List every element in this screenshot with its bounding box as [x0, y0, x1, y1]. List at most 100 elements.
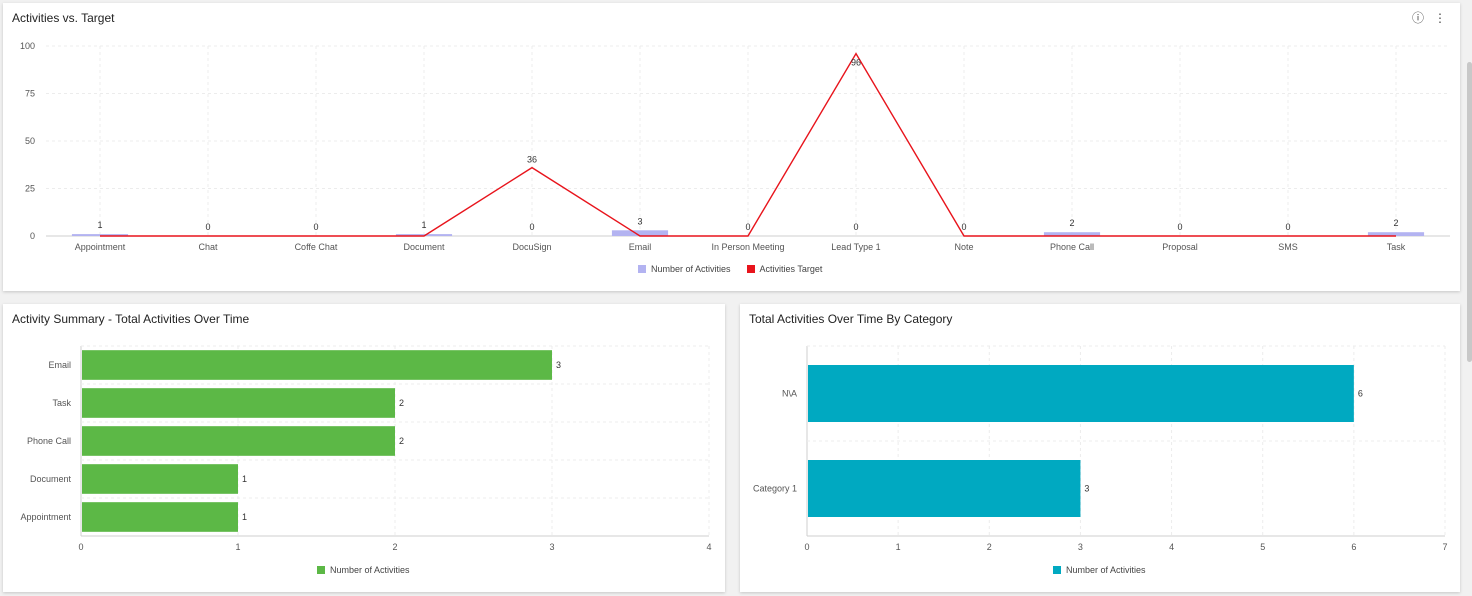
x-tick-label: 4: [1169, 542, 1174, 552]
bar-label: 1: [242, 512, 247, 522]
bar: [808, 460, 1081, 517]
more-vertical-icon[interactable]: ⋮: [1434, 11, 1446, 25]
x-tick-label: Coffe Chat: [295, 242, 338, 252]
x-tick-label: Note: [954, 242, 973, 252]
chart-legend: Number of Activities: [1053, 565, 1146, 575]
bar: [808, 365, 1354, 422]
chart-legend: Number of Activities Activities Target: [638, 264, 822, 274]
x-tick-label: 0: [804, 542, 809, 552]
activity-summary-card: Activity Summary - Total Activities Over…: [3, 304, 725, 592]
activity-bar: [1043, 232, 1101, 236]
activity-bar-label: 0: [1285, 222, 1290, 232]
x-tick-label: 4: [706, 542, 711, 552]
legend-item-activities[interactable]: Number of Activities: [638, 264, 731, 274]
chart-legend: Number of Activities: [317, 565, 410, 575]
y-tick-label: 0: [30, 231, 35, 241]
x-tick-label: 2: [392, 542, 397, 552]
bar-label: 3: [556, 360, 561, 370]
activity-bar-label: 0: [853, 222, 858, 232]
chart-title: Total Activities Over Time By Category: [749, 312, 953, 326]
x-tick-label: Appointment: [75, 242, 126, 252]
x-tick-label: 3: [1078, 542, 1083, 552]
y-tick-label: 25: [25, 184, 35, 194]
activities-by-category-card: Total Activities Over Time By Category 0…: [740, 304, 1460, 592]
bar-label: 2: [399, 398, 404, 408]
legend-swatch-activities: [638, 265, 646, 273]
y-tick-label: Document: [30, 474, 72, 484]
activity-bar-label: 0: [1177, 222, 1182, 232]
target-line: [100, 52, 1396, 237]
activity-bar-label: 0: [205, 222, 210, 232]
y-tick-label: 50: [25, 136, 35, 146]
activity-bar-label: 0: [313, 222, 318, 232]
y-tick-label: Task: [52, 398, 71, 408]
page-scrollbar[interactable]: [1467, 62, 1472, 362]
info-icon[interactable]: ⓘ: [1411, 11, 1424, 25]
bar: [82, 464, 238, 494]
y-tick-label: Appointment: [20, 512, 71, 522]
x-tick-label: 3: [549, 542, 554, 552]
x-tick-label: SMS: [1278, 242, 1298, 252]
bar-label: 1: [242, 474, 247, 484]
bar: [82, 388, 395, 418]
bar: [82, 502, 238, 532]
chart-title: Activity Summary - Total Activities Over…: [12, 312, 250, 326]
activity-bar-label: 1: [97, 220, 102, 230]
target-point-label: 96: [851, 58, 861, 68]
legend-swatch-activities: [1053, 566, 1061, 574]
x-tick-label: 7: [1442, 542, 1447, 552]
x-tick-label: 5: [1260, 542, 1265, 552]
bar-label: 3: [1084, 484, 1089, 494]
bar-label: 6: [1358, 389, 1363, 399]
activities-by-category-chart: 0 1 2 3 4 5 6 7 N\A 6 Category 1 3: [753, 345, 1448, 552]
legend-swatch-target: [746, 265, 755, 273]
activity-bar: [395, 234, 453, 236]
x-tick-label: Lead Type 1: [831, 242, 880, 252]
activity-bar: [1367, 232, 1425, 236]
x-tick-label: Phone Call: [1050, 242, 1094, 252]
activity-bar: [611, 230, 669, 236]
activity-summary-chart: 0 1 2 3 4 Email 3 Task 2 Phone Call 2 Document 1 Appo…: [20, 345, 712, 552]
activity-bar-label: 0: [529, 222, 534, 232]
x-tick-label: Chat: [198, 242, 218, 252]
legend-label-target: Activities Target: [759, 264, 823, 274]
bar: [82, 350, 552, 380]
legend-item-activities[interactable]: Number of Activities: [317, 565, 410, 575]
activity-bar-label: 1: [421, 220, 426, 230]
chart-title: Activities vs. Target: [12, 11, 115, 25]
y-tick-label: 100: [20, 41, 35, 51]
bar: [82, 426, 395, 456]
x-tick-label: 1: [896, 542, 901, 552]
y-tick-label: N\A: [782, 389, 797, 399]
legend-item-activities[interactable]: Number of Activities: [1053, 565, 1146, 575]
x-tick-label: Task: [1387, 242, 1406, 252]
x-tick-label: In Person Meeting: [711, 242, 784, 252]
activity-bar-label: 3: [637, 216, 642, 226]
legend-label-activities: Number of Activities: [330, 565, 410, 575]
activity-bar-label: 2: [1069, 218, 1074, 228]
activity-bar-label: 2: [1393, 218, 1398, 228]
bar-label: 2: [399, 436, 404, 446]
y-tick-label: Phone Call: [27, 436, 71, 446]
y-tick-label: 75: [25, 89, 35, 99]
legend-swatch-activities: [317, 566, 325, 574]
x-tick-label: 0: [78, 542, 83, 552]
x-tick-label: 6: [1351, 542, 1356, 552]
y-tick-label: Email: [48, 360, 71, 370]
legend-label-activities: Number of Activities: [1066, 565, 1146, 575]
target-point-label: 36: [527, 155, 537, 165]
x-tick-label: 1: [235, 542, 240, 552]
activity-bar-label: 0: [745, 222, 750, 232]
x-tick-label: Email: [629, 242, 652, 252]
x-tick-label: Proposal: [1162, 242, 1198, 252]
x-tick-label: 2: [987, 542, 992, 552]
legend-item-target[interactable]: Activities Target: [746, 264, 823, 274]
activity-bar: [71, 234, 129, 236]
y-tick-label: Category 1: [753, 484, 797, 494]
activity-bar-label: 0: [961, 222, 966, 232]
card-actions: ⓘ ⋮: [1412, 11, 1446, 25]
legend-label-activities: Number of Activities: [651, 264, 731, 274]
activities-vs-target-card: Activities vs. Target ⓘ ⋮ 0 25 50 75 100 Appo…: [3, 3, 1460, 291]
x-tick-label: Document: [403, 242, 445, 252]
